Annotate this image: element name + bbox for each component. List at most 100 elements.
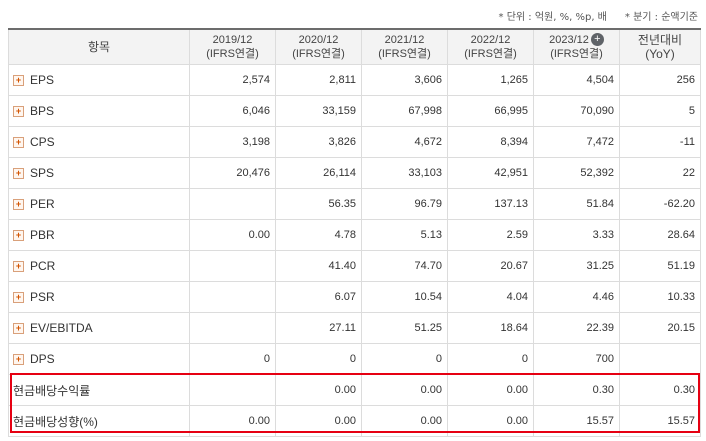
table-cell: 6,046 bbox=[189, 95, 276, 127]
table-cell: 3,606 bbox=[361, 64, 448, 96]
table-cell: 4.46 bbox=[533, 281, 620, 313]
table-cell: 2,574 bbox=[189, 64, 276, 96]
table-body: + EPS 2,574 2,811 3,606 1,265 4,504 256 + BPS 6,04… bbox=[8, 64, 701, 437]
table-cell: 0.00 bbox=[189, 219, 276, 251]
row-label[interactable]: + EV/EBITDA bbox=[8, 312, 190, 344]
units-note: * 단위 : 억원, %, %p, 배 * 분기 : 순액기준 bbox=[499, 8, 698, 24]
table-row: + SPS 20,476 26,114 33,103 42,951 52,392 22 bbox=[8, 157, 701, 189]
header-yoy: 전년대비 (YoY) bbox=[619, 28, 701, 65]
table-cell: 20.67 bbox=[447, 250, 534, 282]
table-cell: 0 bbox=[447, 343, 534, 375]
expand-plus-icon[interactable]: + bbox=[13, 261, 24, 273]
row-label-text: PSR bbox=[30, 290, 55, 304]
yoy-cell: 256 bbox=[619, 64, 701, 96]
table-cell: 0 bbox=[275, 343, 362, 375]
table-cell: 51.25 bbox=[361, 312, 448, 344]
row-label-text: BPS bbox=[30, 104, 55, 118]
table-row: + PER 56.35 96.79 137.13 51.84 -62.20 bbox=[8, 188, 701, 220]
expand-plus-icon[interactable]: + bbox=[13, 323, 24, 335]
header-period-2022: 2022/12 (IFRS연결) bbox=[447, 28, 534, 65]
header-period-2020: 2020/12 (IFRS연결) bbox=[275, 28, 362, 65]
table-row: 현금배당수익률 0.00 0.00 0.00 0.30 0.30 bbox=[8, 374, 701, 406]
table-row: + CPS 3,198 3,826 4,672 8,394 7,472 -11 bbox=[8, 126, 701, 158]
table-cell: 70,090 bbox=[533, 95, 620, 127]
row-label[interactable]: + DPS bbox=[8, 343, 190, 375]
row-label[interactable]: + PBR bbox=[8, 219, 190, 251]
table-header-row: 항목 2019/12 (IFRS연결) 2020/12 (IFRS연결) 2021/… bbox=[8, 28, 701, 65]
expand-plus-icon[interactable]: + bbox=[13, 137, 24, 149]
yoy-cell: -11 bbox=[619, 126, 701, 158]
row-label-text: CPS bbox=[30, 135, 55, 149]
yoy-cell: 5 bbox=[619, 95, 701, 127]
table-cell: 74.70 bbox=[361, 250, 448, 282]
yoy-cell: 10.33 bbox=[619, 281, 701, 313]
row-label[interactable]: + PSR bbox=[8, 281, 190, 313]
table-cell: 137.13 bbox=[447, 188, 534, 220]
row-label[interactable]: + CPS bbox=[8, 126, 190, 158]
row-label[interactable]: + BPS bbox=[8, 95, 190, 127]
table-cell: 22.39 bbox=[533, 312, 620, 344]
table-cell: 20,476 bbox=[189, 157, 276, 189]
row-label[interactable]: + EPS bbox=[8, 64, 190, 96]
table-cell: 33,103 bbox=[361, 157, 448, 189]
row-label[interactable]: + PCR bbox=[8, 250, 190, 282]
header-period-2023: 2023/12 + (IFRS연결) bbox=[533, 28, 620, 65]
expand-plus-icon[interactable]: + bbox=[13, 75, 24, 87]
table-cell: 5.13 bbox=[361, 219, 448, 251]
table-cell: 15.57 bbox=[533, 405, 620, 437]
yoy-cell: 0.30 bbox=[619, 374, 701, 406]
table-row: + PCR 41.40 74.70 20.67 31.25 51.19 bbox=[8, 250, 701, 282]
table-cell bbox=[189, 281, 276, 313]
expand-plus-icon[interactable]: + bbox=[13, 106, 24, 118]
table-cell bbox=[189, 374, 276, 406]
yoy-cell: 15.57 bbox=[619, 405, 701, 437]
yoy-cell bbox=[619, 343, 701, 375]
table-cell: 10.54 bbox=[361, 281, 448, 313]
expand-plus-icon[interactable]: + bbox=[13, 354, 24, 366]
expand-plus-icon[interactable]: + bbox=[13, 168, 24, 180]
header-item: 항목 bbox=[8, 28, 190, 65]
table-cell: 0 bbox=[189, 343, 276, 375]
table-cell: 0.00 bbox=[361, 405, 448, 437]
expand-plus-icon[interactable]: + bbox=[13, 199, 24, 211]
table-cell: 1,265 bbox=[447, 64, 534, 96]
table-row: + DPS 0 0 0 0 700 bbox=[8, 343, 701, 375]
table-row: 현금배당성향(%) 0.00 0.00 0.00 0.00 15.57 15.57 bbox=[8, 405, 701, 437]
table-cell: 3,826 bbox=[275, 126, 362, 158]
table-cell: 42,951 bbox=[447, 157, 534, 189]
table-cell: 3,198 bbox=[189, 126, 276, 158]
yoy-cell: 22 bbox=[619, 157, 701, 189]
row-label-text: SPS bbox=[30, 166, 55, 180]
table-row: + PBR 0.00 4.78 5.13 2.59 3.33 28.64 bbox=[8, 219, 701, 251]
table-cell: 18.64 bbox=[447, 312, 534, 344]
table-cell bbox=[189, 250, 276, 282]
table-cell: 8,394 bbox=[447, 126, 534, 158]
financial-ratio-table: 항목 2019/12 (IFRS연결) 2020/12 (IFRS연결) 2021/… bbox=[8, 28, 701, 437]
row-label[interactable]: + PER bbox=[8, 188, 190, 220]
plus-circle-icon[interactable]: + bbox=[590, 33, 604, 46]
row-label-text: EV/EBITDA bbox=[30, 321, 93, 335]
row-label-text: 현금배당수익률 bbox=[13, 383, 91, 398]
table-cell: 4,672 bbox=[361, 126, 448, 158]
table-cell: 0.00 bbox=[447, 374, 534, 406]
expand-plus-icon[interactable]: + bbox=[13, 230, 24, 242]
table-row: + BPS 6,046 33,159 67,998 66,995 70,090 5 bbox=[8, 95, 701, 127]
yoy-cell: 28.64 bbox=[619, 219, 701, 251]
table-cell: 7,472 bbox=[533, 126, 620, 158]
row-label-text: PCR bbox=[30, 259, 56, 273]
table-cell: 0.00 bbox=[275, 374, 362, 406]
row-label-text: PBR bbox=[30, 228, 55, 242]
unit-note: * 단위 : 억원, %, %p, 배 bbox=[498, 12, 607, 23]
table-cell: 67,998 bbox=[361, 95, 448, 127]
table-cell: 51.84 bbox=[533, 188, 620, 220]
table-row: + EPS 2,574 2,811 3,606 1,265 4,504 256 bbox=[8, 64, 701, 96]
row-label[interactable]: + SPS bbox=[8, 157, 190, 189]
expand-plus-icon[interactable]: + bbox=[13, 292, 24, 304]
table-row: + EV/EBITDA 27.11 51.25 18.64 22.39 20.15 bbox=[8, 312, 701, 344]
table-cell: 700 bbox=[533, 343, 620, 375]
table-cell: 4.78 bbox=[275, 219, 362, 251]
table-cell: 31.25 bbox=[533, 250, 620, 282]
table-cell bbox=[189, 312, 276, 344]
table-row: + PSR 6.07 10.54 4.04 4.46 10.33 bbox=[8, 281, 701, 313]
table-cell bbox=[189, 188, 276, 220]
